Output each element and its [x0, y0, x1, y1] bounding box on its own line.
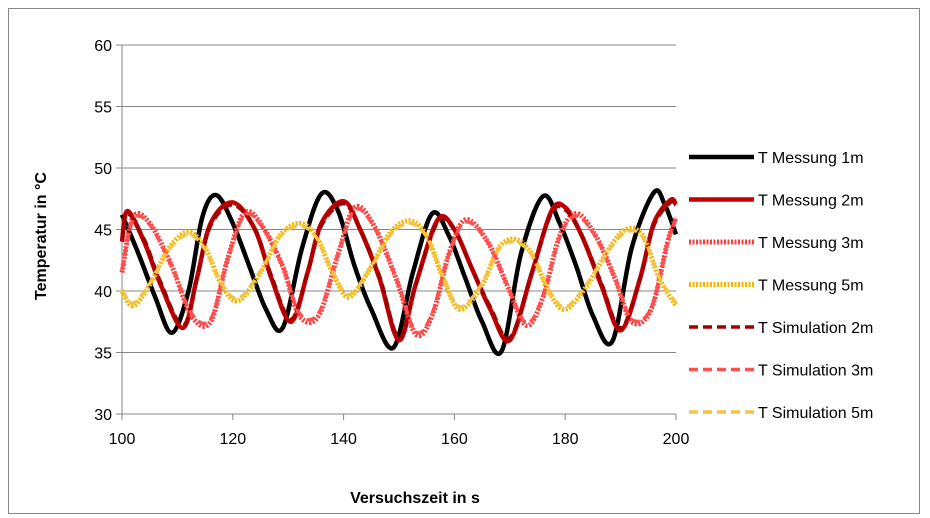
series-line-5 — [120, 199, 678, 341]
legend-label: T Messung 2m — [758, 193, 864, 210]
x-tick-label: 160 — [441, 431, 468, 448]
y-axis-title: Temperatur in °C — [33, 172, 50, 300]
gridlines — [122, 44, 676, 353]
legend-label: T Simulation 3m — [758, 363, 873, 380]
tick-labels: 30 35 40 45 50 55 60 100 120 140 160 180 200 — [94, 38, 689, 448]
series-line-6 — [120, 207, 678, 335]
legend-label: T Simulation 2m — [758, 320, 873, 337]
y-tick-label: 40 — [94, 284, 112, 301]
legend-label: T Simulation 5m — [758, 405, 873, 422]
series-line-1 — [119, 188, 679, 356]
x-axis-title: Versuchszeit in s — [350, 490, 480, 507]
chart-frame: 30 35 40 45 50 55 60 100 120 140 160 180 200 Tempera… — [8, 8, 920, 514]
x-tick-label: 120 — [219, 431, 246, 448]
x-tick-label: 100 — [109, 431, 136, 448]
line-chart: 30 35 40 45 50 55 60 100 120 140 160 180 200 Tempera… — [33, 38, 873, 507]
y-tick-label: 45 — [94, 223, 112, 240]
series-line-7 — [120, 221, 678, 309]
series-lines — [119, 188, 679, 356]
y-tick-label: 30 — [94, 407, 112, 424]
y-tick-label: 35 — [94, 346, 112, 363]
legend-label: T Messung 3m — [758, 235, 864, 252]
legend: T Messung 1m T Messung 2m T Messung 3m T Me… — [689, 150, 873, 422]
legend-label: T Messung 1m — [758, 150, 864, 167]
y-tick-label: 60 — [94, 38, 112, 55]
x-tick-label: 200 — [663, 431, 690, 448]
x-tick-label: 180 — [552, 431, 579, 448]
y-tick-label: 50 — [94, 161, 112, 178]
legend-label: T Messung 5m — [758, 278, 864, 295]
x-tick-label: 140 — [330, 431, 357, 448]
y-tick-label: 55 — [94, 100, 112, 117]
